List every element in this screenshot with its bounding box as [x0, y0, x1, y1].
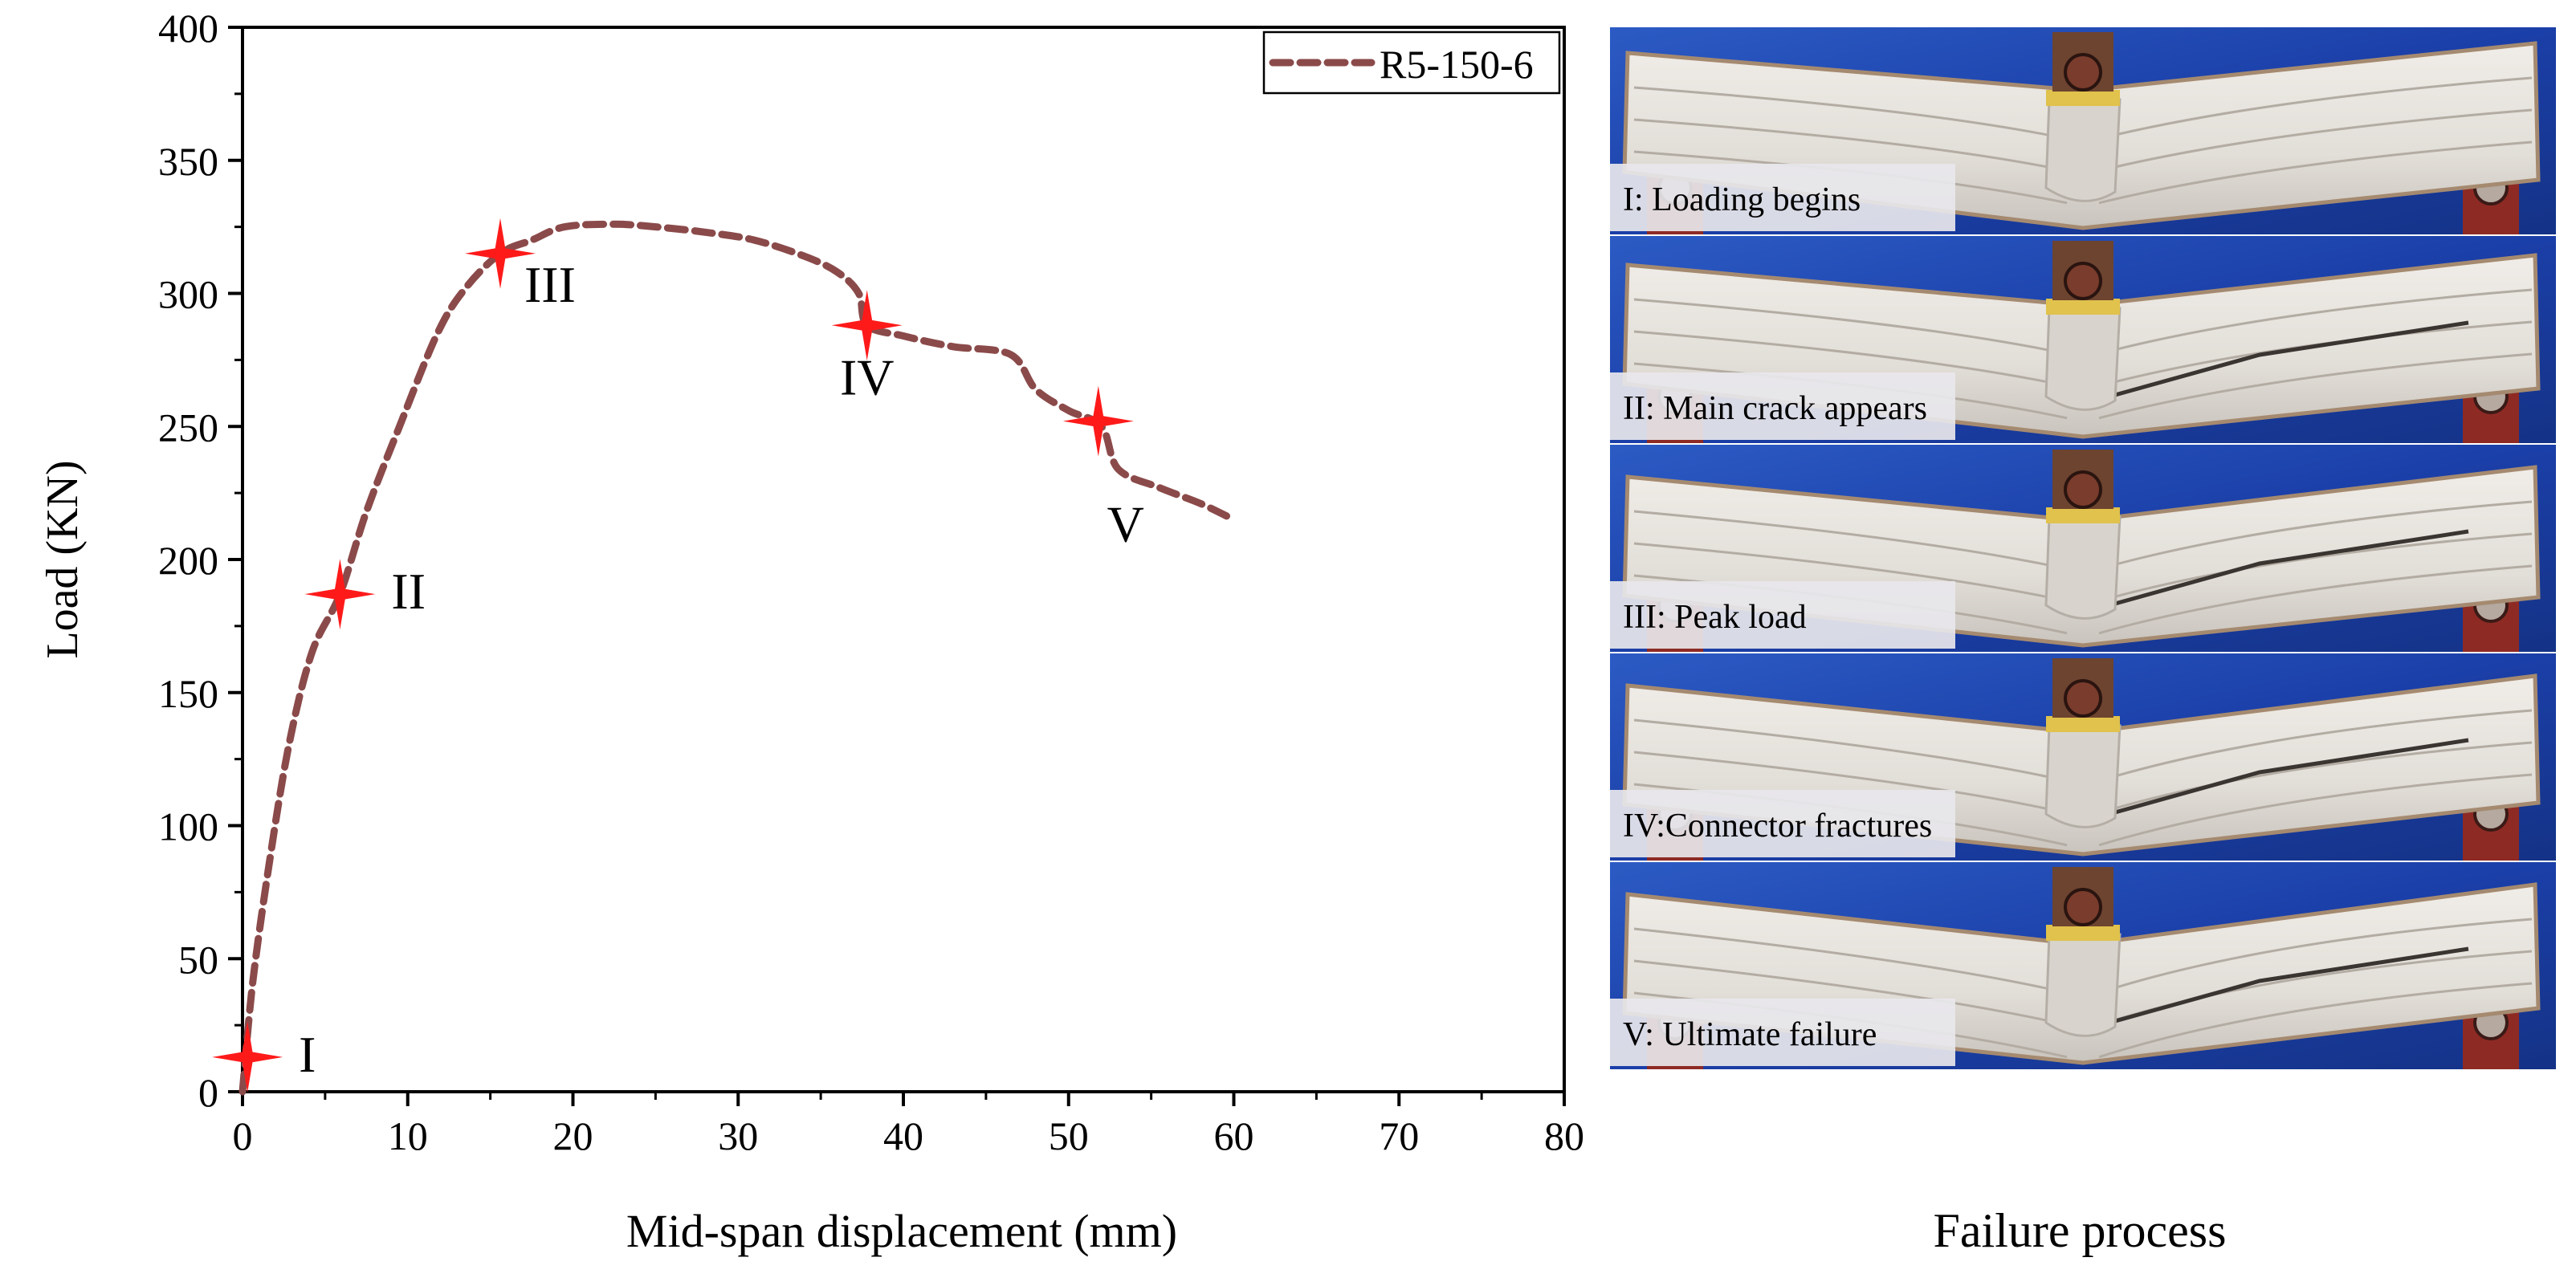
specimen-crack-line	[1633, 76, 2533, 140]
grout-block	[2044, 724, 2122, 828]
y-axis-ticks: 0 50 100 150 200 250 300 350 400	[158, 6, 243, 1115]
specimen-crack-line	[1633, 709, 2533, 783]
y-tick-label: 0	[198, 1070, 218, 1115]
x-axis-label: Mid-span displacement (mm)	[626, 1205, 1177, 1257]
grout-block	[2044, 307, 2122, 411]
specimen-crack-line	[1633, 918, 2533, 995]
specimen-crack-line	[1633, 500, 2533, 571]
stage-caption: V: Ultimate failure	[1623, 1016, 1877, 1053]
x-tick-label: 30	[718, 1113, 758, 1158]
stage-caption: IV:Connector fractures	[1623, 808, 1932, 844]
stage-caption-box	[1610, 999, 1955, 1066]
loading-roller	[2064, 888, 2102, 926]
loading-pad	[2046, 925, 2120, 941]
specimen-crack-line	[1633, 288, 2533, 356]
failure-photo-stage-v: V: Ultimate failure	[1610, 862, 2556, 1069]
stage-caption-box	[1610, 164, 1955, 231]
stage-caption-box	[1610, 790, 1955, 857]
x-tick-label: 70	[1379, 1113, 1419, 1158]
main-crack	[2114, 529, 2469, 606]
y-tick-label: 400	[158, 6, 218, 51]
y-tick-label: 100	[158, 804, 218, 849]
series-line-r5-150-6	[238, 220, 1237, 1096]
star-marker	[831, 290, 903, 361]
x-tick-label: 60	[1214, 1113, 1254, 1158]
stage-label: I	[299, 1026, 316, 1083]
loading-roller	[2064, 679, 2102, 718]
load-displacement-chart: 0 50 100 150 200 250 300 350 400 0 10 20 30 40 50 60 70…	[38, 6, 1584, 1257]
failure-photo-stage-iii: III: Peak load	[1610, 445, 2556, 652]
x-tick-label: 0	[233, 1113, 253, 1158]
loading-pad	[2046, 299, 2120, 315]
star-marker	[1062, 385, 1134, 457]
x-tick-label: 10	[388, 1113, 428, 1158]
stage-caption-box	[1610, 581, 1955, 649]
grout-block	[2044, 933, 2122, 1037]
grout-block	[2044, 515, 2122, 620]
y-tick-label: 250	[158, 405, 218, 450]
failure-photo-stage-i: I: Loading begins	[1610, 27, 2556, 234]
y-tick-label: 150	[158, 671, 218, 716]
stage-label: III	[524, 256, 576, 313]
failure-photo-stage-iv: IV:Connector fractures	[1610, 653, 2556, 861]
x-axis-ticks: 0 10 20 30 40 50 60 70 80	[233, 1092, 1584, 1158]
x-tick-label: 40	[883, 1113, 923, 1158]
main-crack	[2114, 320, 2469, 397]
x-tick-label: 80	[1544, 1113, 1584, 1158]
grout-block	[2044, 98, 2122, 202]
star-marker	[465, 218, 536, 289]
y-tick-label: 200	[158, 538, 218, 583]
stage-label: V	[1107, 496, 1144, 553]
stage-label: IV	[840, 348, 895, 405]
stage-caption-box	[1610, 372, 1955, 440]
loading-roller	[2064, 53, 2102, 92]
loading-roller	[2064, 262, 2102, 300]
loading-pad	[2046, 507, 2120, 523]
y-tick-label: 300	[158, 272, 218, 317]
star-marker	[304, 559, 376, 630]
main-crack	[2114, 738, 2469, 815]
stage-caption: I: Loading begins	[1623, 181, 1861, 218]
y-tick-label: 50	[178, 937, 218, 982]
stage-label: II	[391, 563, 426, 620]
specimen-crack-line	[1633, 741, 2533, 815]
specimen-crack-line	[1633, 108, 2533, 173]
legend-label: R5-150-6	[1380, 42, 1534, 87]
failure-photo-stage-ii: II: Main crack appears	[1610, 236, 2556, 443]
failure-process-panel: I: Loading begins II: Main crack appears I…	[1610, 27, 2556, 1069]
loading-roller	[2064, 470, 2102, 509]
x-tick-label: 50	[1049, 1113, 1089, 1158]
star-marker	[212, 1021, 283, 1093]
y-axis-label: Load (KN)	[38, 460, 88, 658]
main-crack	[2114, 946, 2469, 1024]
specimen-crack-line	[1633, 532, 2533, 603]
stage-caption: III: Peak load	[1623, 599, 1807, 636]
y-tick-label: 350	[158, 139, 218, 184]
loading-pad	[2046, 716, 2120, 732]
stage-caption: II: Main crack appears	[1623, 390, 1927, 427]
loading-pad	[2046, 90, 2120, 106]
failure-process-title: Failure process	[1934, 1204, 2227, 1257]
legend: R5-150-6	[1262, 31, 1561, 95]
x-tick-label: 20	[553, 1113, 593, 1158]
